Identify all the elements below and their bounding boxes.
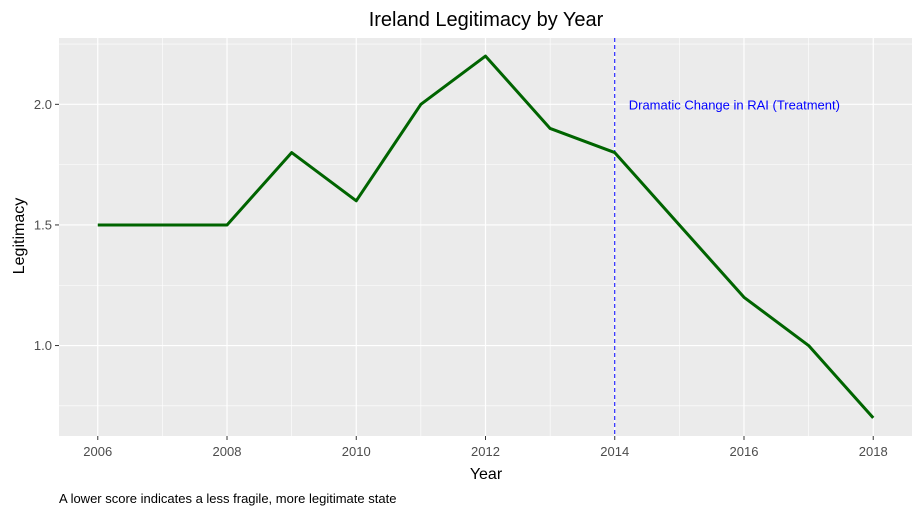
x-axis-label: Year	[470, 466, 503, 483]
x-axis-ticks: 2006 2008 2010 2012 2014 2016 2018	[83, 436, 888, 459]
treatment-label: Dramatic Change in RAI (Treatment)	[629, 97, 840, 112]
x-tick-label: 2010	[342, 444, 371, 459]
chart-caption: A lower score indicates a less fragile, …	[59, 491, 396, 506]
chart-title: Ireland Legitimacy by Year	[369, 9, 604, 31]
x-tick-label: 2016	[730, 444, 759, 459]
y-axis-ticks: 1.0 1.5 2.0	[34, 97, 59, 353]
x-tick-label: 2006	[83, 444, 112, 459]
y-axis-label: Legitimacy	[11, 198, 28, 274]
series-group	[97, 54, 875, 419]
x-tick-label: 2014	[600, 444, 629, 459]
treatment-marker: Dramatic Change in RAI (Treatment)	[614, 38, 840, 436]
y-tick-label: 1.5	[34, 217, 52, 232]
x-tick-label: 2008	[213, 444, 242, 459]
x-tick-label: 2012	[471, 444, 500, 459]
y-tick-label: 2.0	[34, 97, 52, 112]
x-tick-label: 2018	[859, 444, 888, 459]
y-tick-label: 1.0	[34, 338, 52, 353]
series-line	[97, 54, 875, 419]
